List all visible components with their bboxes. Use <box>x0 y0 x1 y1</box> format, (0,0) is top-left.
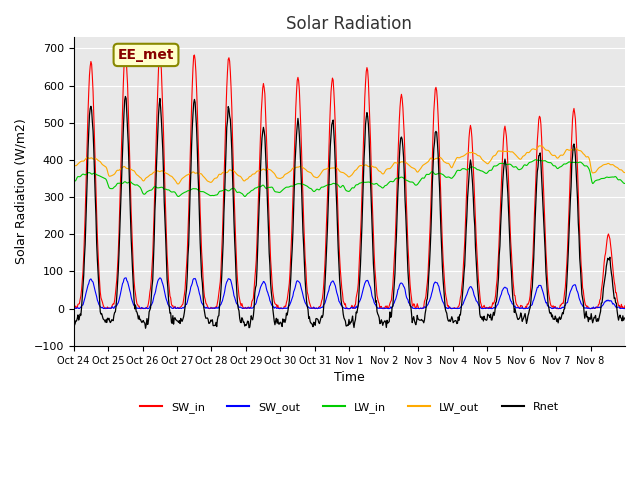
Legend: SW_in, SW_out, LW_in, LW_out, Rnet: SW_in, SW_out, LW_in, LW_out, Rnet <box>136 397 563 418</box>
Title: Solar Radiation: Solar Radiation <box>286 15 412 33</box>
Text: EE_met: EE_met <box>118 48 174 62</box>
Y-axis label: Solar Radiation (W/m2): Solar Radiation (W/m2) <box>15 119 28 264</box>
X-axis label: Time: Time <box>334 371 365 384</box>
